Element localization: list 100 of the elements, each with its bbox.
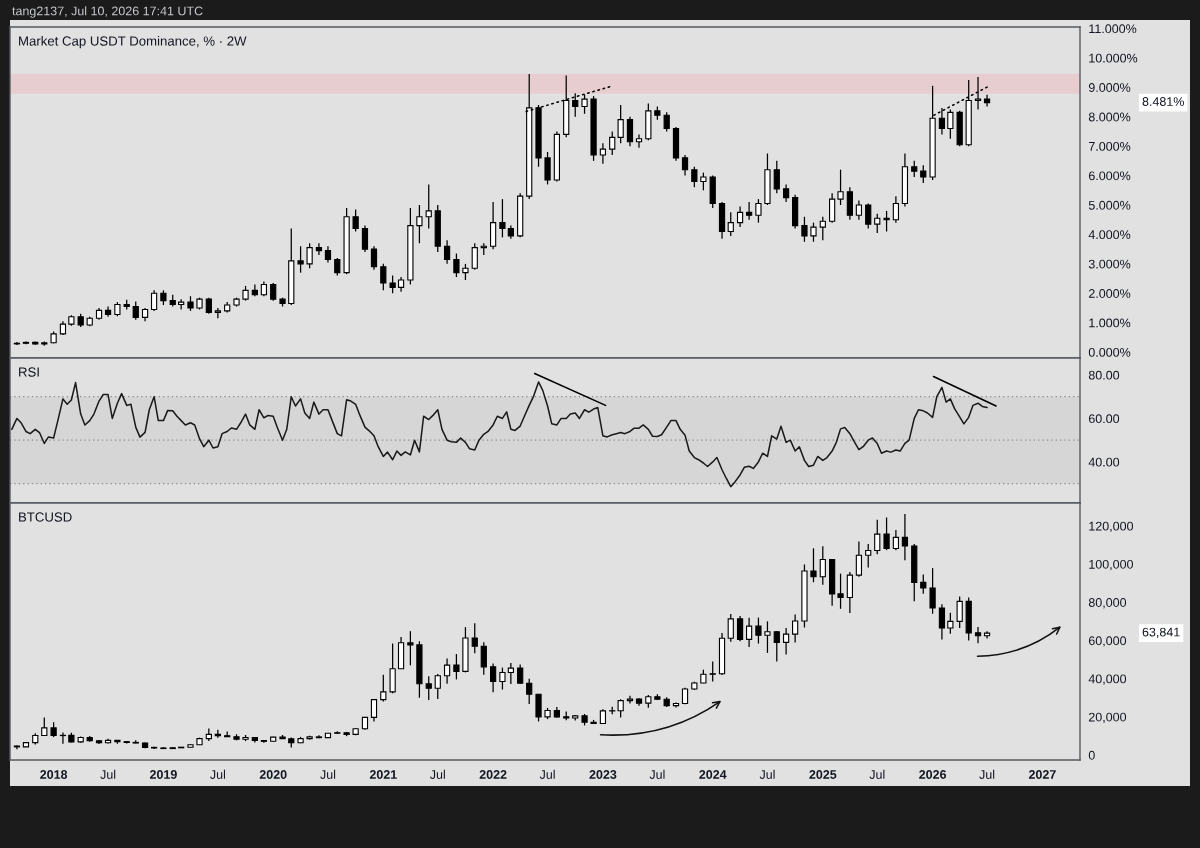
- y-tick-label: 1.000%: [1089, 318, 1131, 328]
- y-tick-label: 60,000: [1088, 636, 1127, 647]
- candlestick: [947, 612, 954, 635]
- candlestick: [389, 642, 396, 694]
- candlestick: [846, 571, 853, 614]
- candlestick: [635, 133, 643, 149]
- y-tick-label: 10.000%: [1089, 53, 1138, 63]
- x-tick-label: Jul: [320, 769, 336, 779]
- candlestick: [819, 545, 826, 586]
- y-tick-label: 11.000%: [1089, 24, 1137, 34]
- candlestick: [755, 616, 762, 645]
- candlestick: [453, 252, 460, 278]
- candlestick: [617, 104, 624, 144]
- candlestick: [810, 222, 817, 243]
- text: 8.481%: [1142, 97, 1184, 106]
- candlestick: [736, 205, 744, 228]
- candlestick: [901, 513, 909, 561]
- candlestick: [535, 693, 542, 723]
- candlestick: [132, 300, 139, 321]
- candlestick: [380, 674, 387, 703]
- candlestick: [846, 186, 853, 221]
- candlestick: [489, 662, 497, 693]
- candlestick: [681, 154, 689, 177]
- candlestick: [819, 216, 826, 241]
- candlestick: [434, 673, 441, 700]
- y-tick-label: 6.000%: [1088, 171, 1131, 181]
- x-tick-label: 2018: [40, 770, 68, 779]
- candlestick: [892, 529, 900, 551]
- candlestick: [883, 516, 890, 551]
- candlestick: [792, 613, 799, 644]
- x-tick-label: Jul: [759, 769, 775, 779]
- candlestick: [370, 245, 378, 271]
- x-tick-label: 2026: [919, 770, 947, 779]
- candlestick: [773, 160, 780, 194]
- candlestick: [837, 169, 844, 206]
- candlestick: [691, 166, 698, 188]
- chart-subtitle: tang2137, Jul 10, 2026 17:41 UTC: [12, 6, 203, 18]
- x-tick-label: Jul: [979, 769, 995, 779]
- candlestick: [938, 603, 946, 641]
- candlestick: [883, 210, 890, 233]
- y-tick-label: 40.00: [1088, 457, 1120, 467]
- candlestick: [251, 283, 258, 297]
- candlestick: [599, 142, 607, 165]
- x-tick-label: Jul: [100, 769, 116, 779]
- candlestick: [727, 211, 734, 237]
- y-tick-label: 80,000: [1088, 598, 1127, 609]
- candlestick: [214, 307, 221, 319]
- candlestick: [874, 519, 881, 555]
- y-tick-label: 4.000%: [1088, 230, 1131, 240]
- y-tick-label: 7.000%: [1088, 141, 1131, 151]
- candlestick: [425, 183, 432, 230]
- candlestick: [609, 130, 616, 156]
- x-tick-label: 2020: [259, 770, 287, 779]
- x-tick-label: 2021: [369, 770, 397, 779]
- text: Market Cap USDT Dominance, % · 2W: [19, 36, 247, 49]
- y-tick-label: 80.00: [1088, 370, 1120, 380]
- candlestick: [507, 662, 514, 685]
- y-tick-label: 100,000: [1089, 559, 1134, 571]
- candlestick: [297, 245, 304, 274]
- candlestick: [865, 202, 872, 230]
- candlestick: [416, 204, 423, 244]
- candlestick: [947, 108, 954, 140]
- candlestick: [471, 622, 478, 654]
- candlestick: [626, 116, 634, 147]
- y-tick-label: 60.00: [1088, 414, 1120, 424]
- candlestick: [892, 195, 900, 224]
- x-tick-label: Jul: [429, 769, 445, 779]
- y-tick-label: 0: [1088, 750, 1095, 760]
- y-tick-label: 8.000%: [1088, 112, 1131, 122]
- candlestick: [745, 617, 753, 648]
- x-tick-label: Jul: [649, 769, 665, 779]
- x-tick-label: 2025: [809, 770, 837, 779]
- x-tick-label: 2027: [1028, 770, 1056, 779]
- x-tick-label: 2022: [479, 770, 507, 779]
- candlestick: [526, 678, 533, 705]
- candlestick: [764, 620, 771, 654]
- candlestick: [855, 540, 863, 578]
- candlestick: [727, 613, 734, 643]
- candlestick: [865, 543, 872, 569]
- text: 63,841: [1142, 627, 1180, 638]
- candlestick: [810, 547, 817, 583]
- y-tick-label: 120,000: [1089, 521, 1134, 533]
- candlestick: [544, 151, 551, 186]
- candlestick: [489, 201, 497, 250]
- candlestick: [874, 213, 881, 234]
- text: RSI: [19, 367, 39, 377]
- candlestick: [370, 698, 378, 723]
- candlestick: [425, 675, 432, 701]
- candlestick: [361, 224, 369, 253]
- candlestick: [773, 630, 780, 663]
- candlestick: [150, 289, 158, 312]
- y-tick-label: 2.000%: [1088, 289, 1131, 298]
- candlestick: [855, 199, 863, 221]
- x-tick-label: 2023: [589, 770, 617, 779]
- x-tick-label: Jul: [210, 769, 226, 779]
- candlestick: [709, 660, 716, 683]
- candlestick: [736, 615, 744, 642]
- candlestick: [453, 653, 460, 681]
- y-tick-label: 0.000%: [1088, 347, 1131, 357]
- candlestick: [380, 263, 387, 291]
